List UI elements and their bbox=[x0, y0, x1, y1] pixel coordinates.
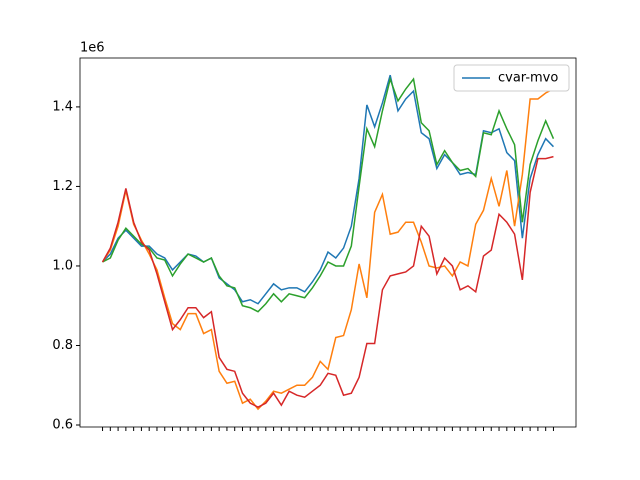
y-tick-label: 1.0 bbox=[52, 258, 73, 273]
axes-frame bbox=[79, 57, 577, 428]
y-tick-label: 1.4 bbox=[52, 99, 73, 114]
legend-box bbox=[453, 64, 570, 92]
y-tick-label: 1.2 bbox=[52, 179, 73, 194]
offset-text: 1e6 bbox=[80, 41, 105, 56]
y-tick-label: 0.6 bbox=[52, 418, 73, 433]
y-tick-label: 0.8 bbox=[52, 338, 73, 353]
line-series bbox=[101, 88, 554, 411]
line-series bbox=[102, 76, 555, 313]
line-series bbox=[101, 155, 554, 408]
legend-label: cvar-mvo bbox=[498, 71, 558, 86]
